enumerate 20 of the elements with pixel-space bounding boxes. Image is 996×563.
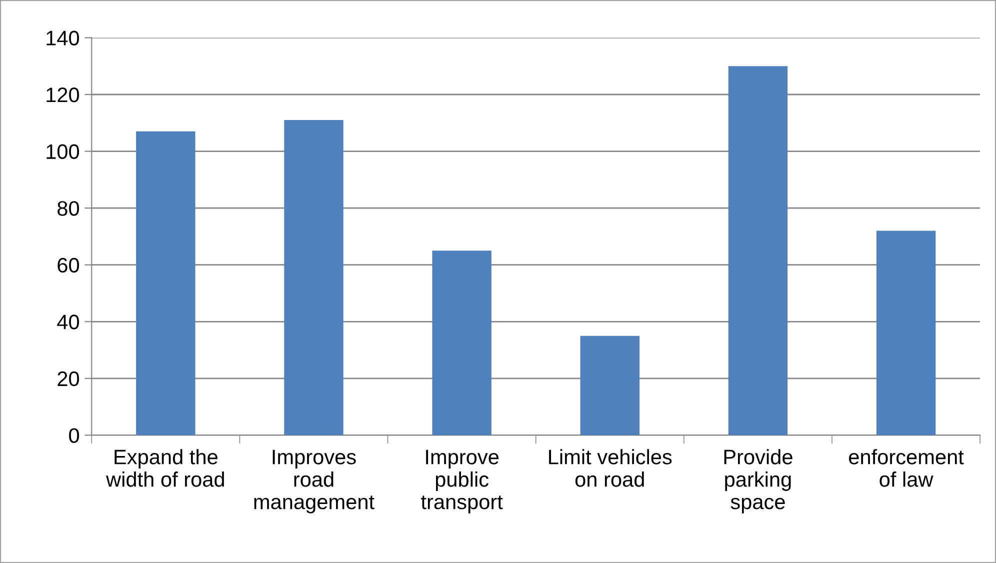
- y-tick-label: 40: [57, 314, 80, 330]
- x-tick-label: Improve public transport: [421, 450, 503, 514]
- y-tick-label: 0: [69, 428, 80, 443]
- y-tick-label: 60: [58, 258, 80, 273]
- x-tick-label: Provide parking space: [724, 449, 792, 514]
- bar: [136, 131, 196, 436]
- x-tick-label: Limit vehicles on road: [549, 449, 672, 487]
- bar: [876, 230, 936, 436]
- bar: [284, 120, 344, 436]
- bar: [728, 66, 788, 436]
- bar: [432, 250, 492, 436]
- y-tick-label: 100: [46, 144, 80, 160]
- y-tick-label: 140: [46, 30, 80, 46]
- bar: [580, 336, 640, 436]
- x-tick-label: Improves road management: [254, 450, 374, 514]
- x-tick-label: enforcement of law: [849, 449, 964, 487]
- y-tick-label: 80: [58, 201, 80, 216]
- x-tick-label: Expand the width of road: [106, 449, 224, 487]
- y-tick-label: 120: [46, 88, 80, 102]
- y-tick-label: 20: [58, 371, 80, 386]
